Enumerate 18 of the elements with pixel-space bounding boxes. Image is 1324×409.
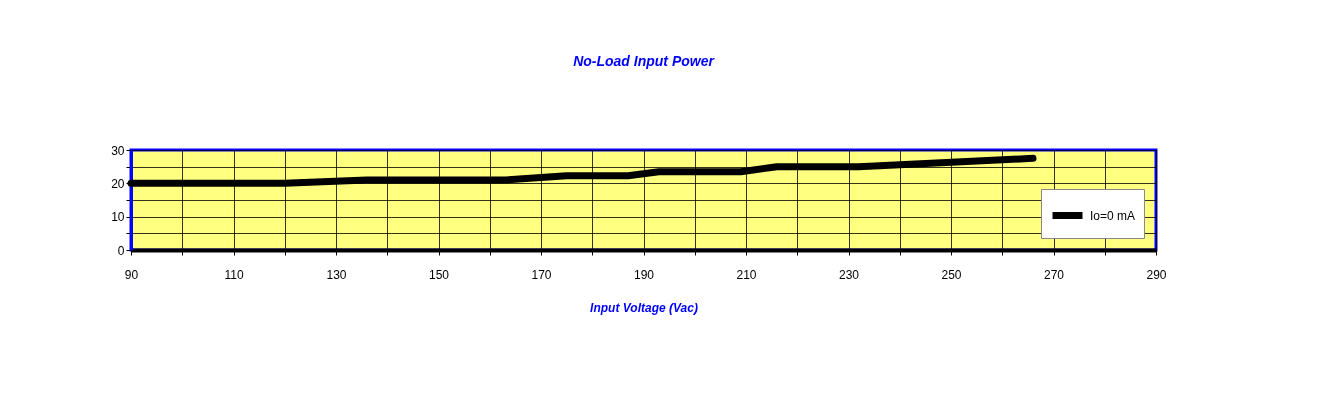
x-tick-label: 250	[941, 267, 962, 282]
x-tick-label: 290	[1146, 267, 1167, 282]
x-tick-label: 170	[531, 267, 552, 282]
x-tick-label: 210	[736, 267, 757, 282]
x-tick-label: 130	[326, 267, 347, 282]
x-tick-label: 230	[838, 267, 860, 282]
y-tick-label: 20	[111, 176, 125, 191]
y-tick-label: 30	[111, 143, 125, 158]
legend-label: Io=0 mA	[1090, 208, 1136, 223]
x-tick-label: 270	[1043, 267, 1065, 282]
x-tick-label: 190	[633, 267, 655, 282]
y-tick-label: 0	[117, 243, 125, 258]
x-tick-label: 150	[428, 267, 450, 282]
x-axis-title: Input Voltage (Vac)	[590, 300, 698, 315]
y-tick-label: 10	[111, 210, 125, 225]
x-tick-label: 90	[124, 267, 139, 282]
chart-title: No-Load Input Power	[573, 53, 716, 69]
x-tick-label: 110	[224, 267, 244, 282]
